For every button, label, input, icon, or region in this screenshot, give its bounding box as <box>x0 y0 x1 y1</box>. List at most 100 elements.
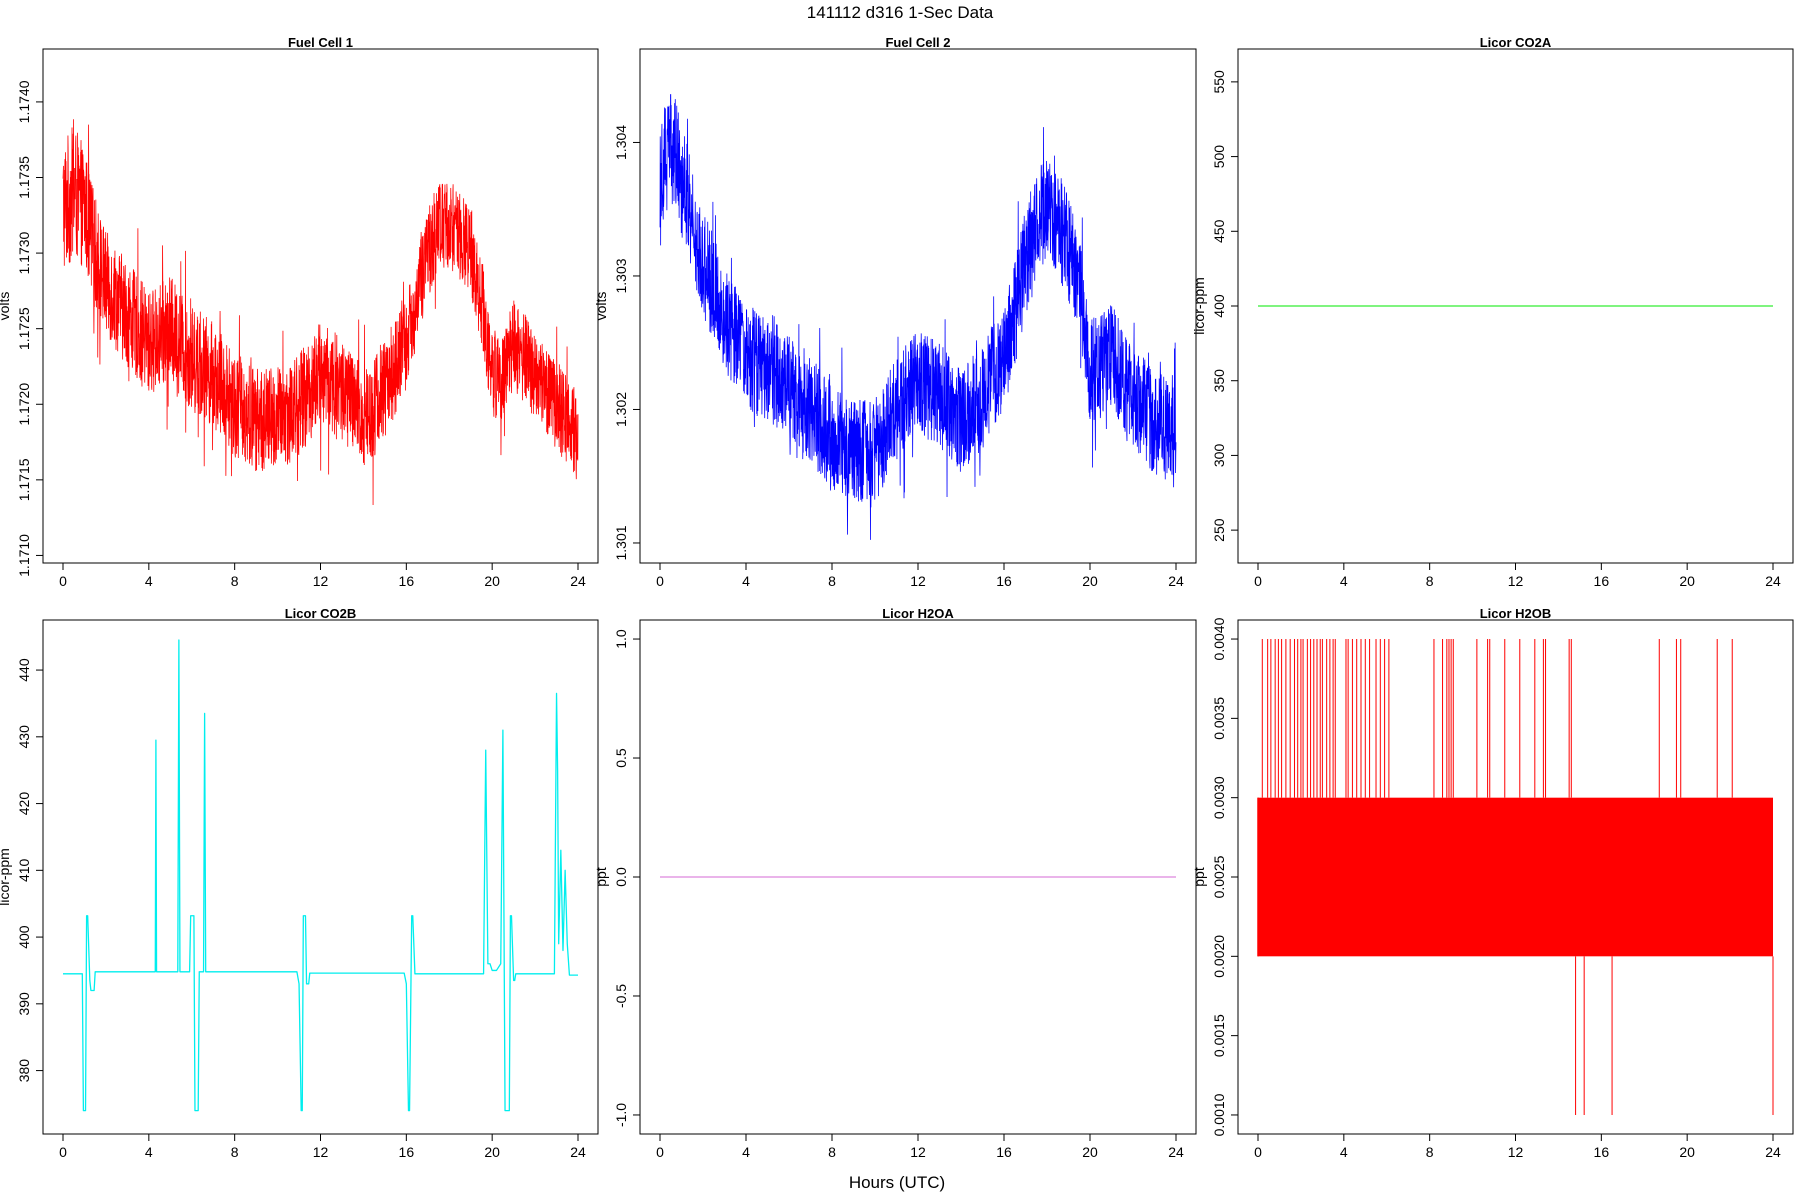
y-tick-label: 1.1715 <box>16 458 32 501</box>
y-tick-label: 0.0035 <box>1211 697 1227 740</box>
y-axis-label: ppt <box>1191 867 1207 887</box>
x-tick-label: 0 <box>59 573 67 589</box>
y-tick-label: 0.5 <box>613 748 629 768</box>
data-band <box>1258 797 1773 957</box>
y-tick-label: 430 <box>16 725 32 749</box>
y-tick-label: 500 <box>1211 145 1227 169</box>
y-tick-label: 0.0010 <box>1211 1093 1227 1136</box>
y-tick-label: 1.1725 <box>16 307 32 350</box>
y-tick-label: 0.0 <box>613 867 629 887</box>
figure-title: 141112 d316 1-Sec Data <box>807 3 994 22</box>
x-tick-label: 4 <box>742 1144 750 1160</box>
y-tick-label: 1.0 <box>613 629 629 649</box>
chart-panel-6: Licor H2OB ppt 0 4 8 12 16 20 24 0.0010 0.0015 0.00… <box>1191 606 1794 1160</box>
y-tick-label: 1.1730 <box>16 231 32 274</box>
chart-title: Licor H2OA <box>882 606 954 621</box>
y-tick-label: 1.304 <box>613 125 629 160</box>
x-tick-label: 0 <box>59 1144 67 1160</box>
y-axis-label: volts <box>593 292 609 321</box>
x-tick-label: 20 <box>484 1144 500 1160</box>
x-tick-label: 8 <box>1426 573 1434 589</box>
x-tick-label: 24 <box>1765 573 1781 589</box>
y-tick-label: 400 <box>16 925 32 949</box>
y-tick-label: 380 <box>16 1059 32 1083</box>
x-tick-label: 8 <box>828 1144 836 1160</box>
x-tick-label: 4 <box>1340 1144 1348 1160</box>
y-tick-label: 1.301 <box>613 525 629 560</box>
x-tick-label: 16 <box>996 573 1012 589</box>
x-tick-label: 24 <box>1168 573 1184 589</box>
chart-title: Licor H2OB <box>1480 606 1552 621</box>
x-tick-label: 0 <box>1254 573 1262 589</box>
x-tick-label: 4 <box>1340 573 1348 589</box>
x-tick-label: 24 <box>570 573 586 589</box>
y-tick-label: 1.1710 <box>16 534 32 577</box>
x-tick-label: 0 <box>656 573 664 589</box>
x-tick-label: 8 <box>1426 1144 1434 1160</box>
y-tick-label: 0.0025 <box>1211 855 1227 898</box>
chart-title: Licor CO2A <box>1480 35 1552 50</box>
chart-panel-4: Licor CO2B licor-ppm 0 4 8 12 16 20 24 380 390 400 4… <box>0 606 599 1160</box>
y-axis-label: ppt <box>593 867 609 887</box>
chart-title: Fuel Cell 1 <box>288 35 353 50</box>
x-tick-label: 16 <box>1594 1144 1610 1160</box>
y-tick-label: -1.0 <box>613 1103 629 1127</box>
x-tick-label: 20 <box>1679 1144 1695 1160</box>
y-tick-label: -0.5 <box>613 984 629 1008</box>
x-tick-label: 12 <box>910 1144 926 1160</box>
x-tick-label: 0 <box>656 1144 664 1160</box>
y-tick-label: 440 <box>16 658 32 682</box>
x-tick-label: 16 <box>1594 573 1610 589</box>
y-tick-label: 1.1740 <box>16 80 32 123</box>
y-tick-label: 420 <box>16 792 32 816</box>
x-tick-label: 16 <box>399 1144 415 1160</box>
x-tick-label: 4 <box>145 1144 153 1160</box>
y-tick-label: 1.1735 <box>16 156 32 199</box>
y-tick-label: 300 <box>1211 444 1227 468</box>
y-tick-label: 250 <box>1211 518 1227 542</box>
y-tick-label: 400 <box>1211 294 1227 318</box>
chart-panel-3: Licor CO2A licor-ppm 0 4 8 12 16 20 24 250 300 350 4… <box>1191 35 1794 589</box>
x-tick-label: 8 <box>231 1144 239 1160</box>
x-tick-label: 12 <box>313 573 329 589</box>
data-series-line <box>63 639 578 1112</box>
x-tick-label: 24 <box>1765 1144 1781 1160</box>
y-axis-label: volts <box>0 292 12 321</box>
chart-title: Licor CO2B <box>285 606 357 621</box>
x-tick-label: 24 <box>1168 1144 1184 1160</box>
x-tick-label: 12 <box>313 1144 329 1160</box>
y-tick-label: 0.0040 <box>1211 617 1227 660</box>
plot-frame <box>42 619 599 1135</box>
x-tick-label: 4 <box>145 573 153 589</box>
data-series-trace <box>62 119 579 506</box>
y-axis-label: licor-ppm <box>0 848 12 906</box>
x-tick-label: 8 <box>231 573 239 589</box>
x-tick-label: 12 <box>1508 1144 1524 1160</box>
y-tick-label: 0.0030 <box>1211 776 1227 819</box>
x-tick-label: 20 <box>1082 573 1098 589</box>
y-tick-label: 0.0015 <box>1211 1014 1227 1057</box>
y-tick-label: 450 <box>1211 219 1227 243</box>
y-tick-label: 0.0020 <box>1211 935 1227 978</box>
x-tick-label: 12 <box>1508 573 1524 589</box>
x-tick-label: 24 <box>570 1144 586 1160</box>
chart-panel-2: Fuel Cell 2 volts 0 4 8 12 16 20 24 1.301 1.302 1.3… <box>593 35 1197 589</box>
y-tick-label: 550 <box>1211 70 1227 94</box>
x-tick-label: 20 <box>1082 1144 1098 1160</box>
x-tick-label: 20 <box>1679 573 1695 589</box>
y-tick-label: 390 <box>16 992 32 1016</box>
chart-title: Fuel Cell 2 <box>885 35 950 50</box>
x-tick-label: 16 <box>399 573 415 589</box>
y-tick-label: 1.302 <box>613 392 629 427</box>
data-series-trace <box>659 94 1177 540</box>
y-tick-label: 410 <box>16 858 32 882</box>
y-tick-label: 1.303 <box>613 258 629 293</box>
figure-x-axis-label: Hours (UTC) <box>849 1173 945 1192</box>
y-axis-label: licor-ppm <box>1191 277 1207 335</box>
chart-panel-5: Licor H2OA ppt 0 4 8 12 16 20 24 -1.0 -0.5 0.0 0.5 1.… <box>593 606 1197 1160</box>
x-tick-label: 16 <box>996 1144 1012 1160</box>
x-tick-label: 12 <box>910 573 926 589</box>
y-tick-label: 1.1720 <box>16 383 32 426</box>
x-tick-label: 0 <box>1254 1144 1262 1160</box>
